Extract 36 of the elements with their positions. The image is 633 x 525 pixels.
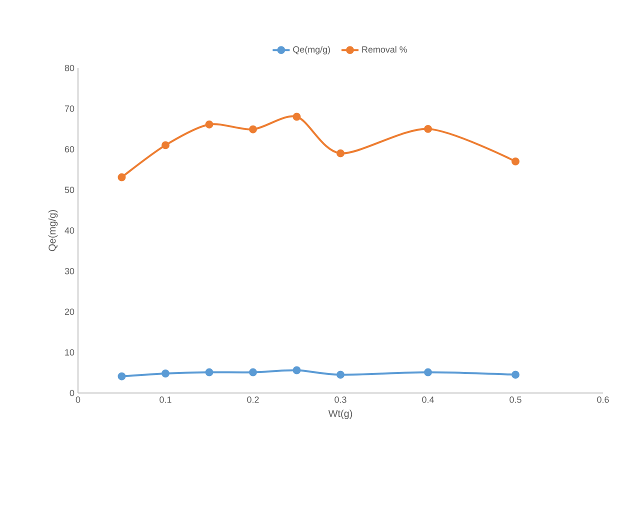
x-tick-label: 0.5 bbox=[510, 396, 522, 403]
point bbox=[249, 368, 257, 376]
point bbox=[118, 372, 126, 380]
point bbox=[162, 141, 170, 150]
point bbox=[205, 368, 214, 376]
y-tick-label: 20 bbox=[64, 308, 74, 315]
point bbox=[292, 366, 301, 374]
point bbox=[336, 370, 344, 379]
y-tick-label: 50 bbox=[64, 186, 74, 194]
y-tick-label: 40 bbox=[64, 227, 74, 234]
point bbox=[205, 120, 214, 128]
point bbox=[424, 124, 432, 133]
y-tick-label: 30 bbox=[64, 268, 74, 274]
point bbox=[512, 157, 520, 166]
y-tick-label: 0 bbox=[70, 390, 74, 396]
point bbox=[336, 149, 344, 158]
x-tick-label: 0.6 bbox=[597, 396, 609, 403]
x-tick-label: 0.3 bbox=[334, 396, 346, 403]
point bbox=[424, 368, 432, 376]
point bbox=[118, 173, 126, 182]
legend-label: Qe(mg/g) bbox=[293, 46, 330, 54]
y-tick-label: 10 bbox=[65, 349, 74, 356]
point bbox=[162, 370, 170, 378]
y-tick-label: 70 bbox=[64, 105, 74, 112]
point bbox=[512, 370, 520, 379]
point bbox=[292, 112, 301, 121]
x-tick-label: 0.1 bbox=[160, 396, 172, 403]
y-axis-title: Qe(mg/g) bbox=[48, 210, 58, 252]
y-tick-label: 60 bbox=[64, 146, 74, 152]
x-tick-label: 0 bbox=[76, 396, 80, 403]
x-tick-label: 0.4 bbox=[422, 396, 434, 403]
point bbox=[249, 125, 257, 134]
x-tick-label: 0.2 bbox=[247, 396, 259, 403]
legend-label: Removal % bbox=[362, 46, 408, 53]
x-axis-title: Wt(g) bbox=[328, 410, 352, 419]
y-tick-label: 80 bbox=[64, 64, 74, 72]
